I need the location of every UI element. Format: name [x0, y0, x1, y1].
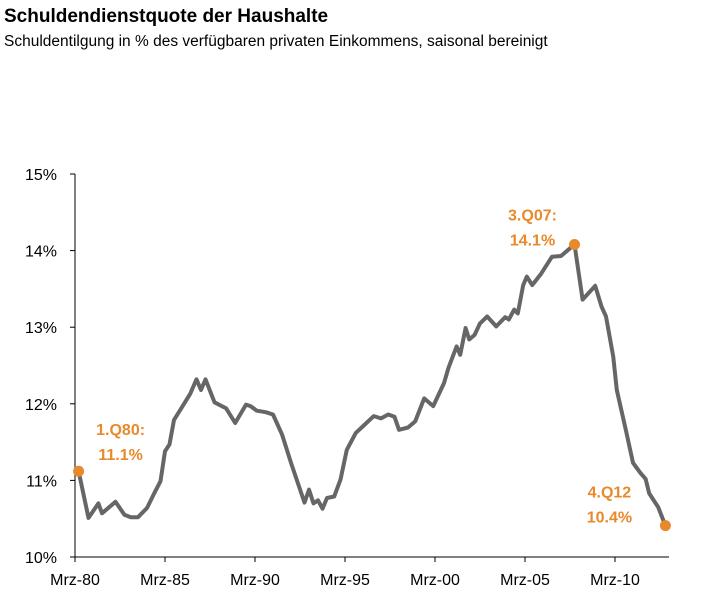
x-tick-label: Mrz-00	[410, 572, 460, 589]
annotation-point	[73, 465, 85, 477]
annotation-value: 14.1%	[510, 232, 555, 249]
y-tick-label: 11%	[26, 473, 57, 490]
chart-title: Schuldendienstquote der Haushalte	[4, 6, 329, 27]
y-tick-label: 15%	[25, 167, 57, 184]
x-tick-label: Mrz-05	[500, 572, 550, 589]
x-tick-label: Mrz-10	[590, 572, 640, 589]
y-tick-label: 14%	[25, 244, 57, 261]
annotation-point	[569, 238, 580, 250]
y-tick-label: 12%	[25, 397, 57, 414]
x-tick-label: Mrz-85	[140, 572, 190, 589]
y-tick-label: 13%	[25, 320, 57, 337]
annotation-value: 10.4%	[587, 510, 632, 527]
chart-subtitle: Schuldentilgung in % des verfügbaren pri…	[4, 33, 548, 50]
annotation-label: 1.Q80:	[96, 422, 145, 439]
x-tick-label: Mrz-80	[50, 572, 100, 589]
series-line	[76, 242, 668, 528]
x-tick-label: Mrz-95	[320, 572, 370, 589]
annotation-value: 11.1%	[98, 447, 142, 464]
x-tick-label: Mrz-90	[230, 572, 280, 589]
annotation-label: 3.Q07:	[508, 207, 557, 224]
y-tick-label: 10%	[25, 550, 57, 567]
annotation-label: 4.Q12	[588, 485, 632, 502]
annotation-point	[659, 520, 671, 532]
